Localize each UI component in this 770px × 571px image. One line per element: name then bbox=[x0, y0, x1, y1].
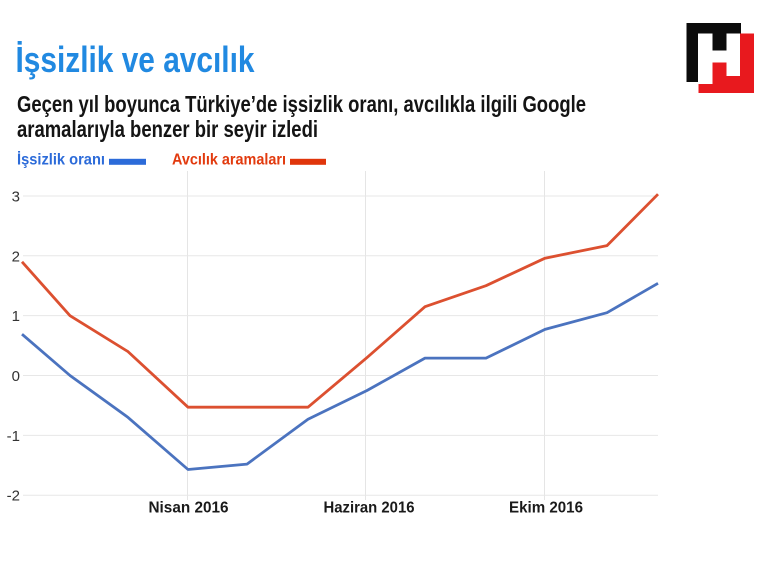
svg-text:Haziran 2016: Haziran 2016 bbox=[324, 500, 415, 517]
svg-text:-1: -1 bbox=[7, 428, 20, 445]
svg-text:Geçen yıl boyunca Türkiye’de i: Geçen yıl boyunca Türkiye’de işsizlik or… bbox=[17, 91, 586, 117]
svg-text:-2: -2 bbox=[7, 488, 20, 505]
svg-text:Nisan 2016: Nisan 2016 bbox=[149, 500, 229, 517]
svg-text:İşsizlik oranı: İşsizlik oranı bbox=[17, 151, 105, 169]
svg-text:0: 0 bbox=[12, 368, 20, 385]
svg-text:İşsizlik ve avcılık: İşsizlik ve avcılık bbox=[16, 39, 256, 80]
svg-text:Ekim 2016: Ekim 2016 bbox=[509, 500, 583, 517]
svg-text:Avcılık aramaları: Avcılık aramaları bbox=[172, 152, 286, 169]
svg-text:1: 1 bbox=[12, 308, 20, 325]
svg-text:2: 2 bbox=[12, 248, 20, 265]
svg-text:3: 3 bbox=[12, 189, 20, 206]
svg-text:aramalarıyla benzer bir seyir: aramalarıyla benzer bir seyir izledi bbox=[17, 116, 318, 142]
